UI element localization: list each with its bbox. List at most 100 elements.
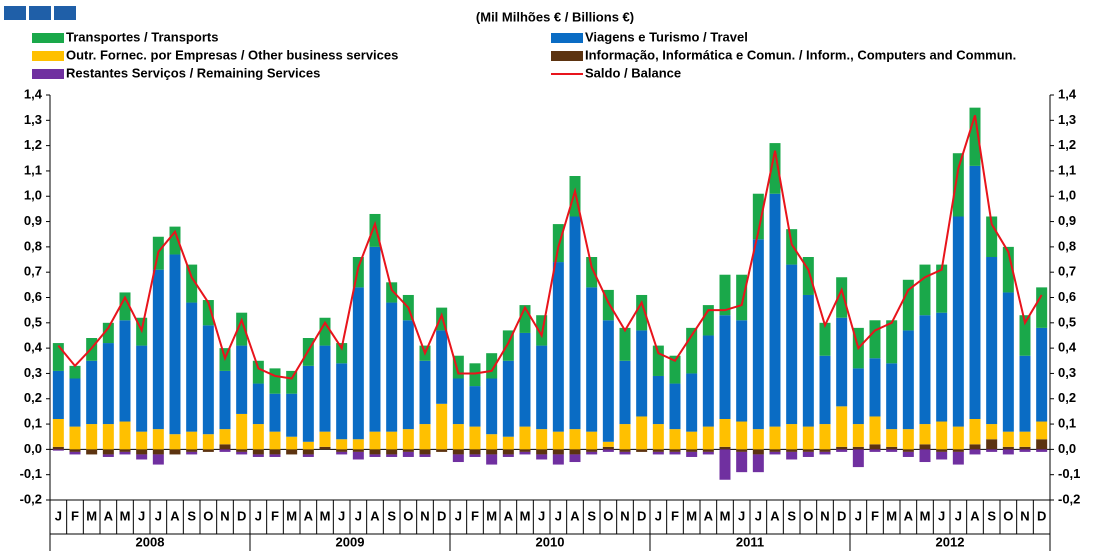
bar-segment: [702, 451, 714, 455]
bar-segment: [836, 317, 848, 407]
x-tick-label: O: [603, 508, 613, 523]
x-tick-label: J: [355, 508, 362, 523]
x-tick-label: J: [938, 508, 945, 523]
year-label: 2012: [936, 534, 965, 549]
bar-segment: [202, 449, 214, 452]
bar-segment: [836, 446, 848, 450]
bar-segment: [819, 449, 831, 452]
bar-segment: [502, 360, 514, 437]
bar-segment: [752, 454, 764, 473]
bar-segment: [769, 426, 781, 450]
bar-segment: [736, 451, 748, 473]
bar-segment: [969, 444, 981, 450]
bar-segment: [969, 419, 981, 445]
bar-segment: [602, 289, 614, 321]
y-tick-label: 1,0: [24, 188, 42, 203]
bar-segment: [902, 279, 914, 331]
bar-segment: [552, 454, 564, 465]
bar-segment: [52, 419, 64, 447]
bar-segment: [202, 325, 214, 435]
bar-segment: [169, 254, 181, 435]
y2-tick-label: 0,1: [1058, 416, 1076, 431]
x-tick-label: M: [320, 508, 331, 523]
x-tick-label: M: [486, 508, 497, 523]
bar-segment: [119, 421, 131, 450]
bar-segment: [819, 322, 831, 356]
bar-segment: [786, 264, 798, 425]
bar-segment: [686, 451, 698, 457]
bar-segment: [136, 345, 148, 432]
x-tick-label: D: [637, 508, 646, 523]
x-tick-label: J: [255, 508, 262, 523]
bar-segment: [569, 216, 581, 430]
bar-segment: [552, 431, 564, 450]
bar-segment: [336, 439, 348, 450]
bar-segment: [1002, 446, 1014, 450]
x-tick-label: S: [587, 508, 596, 523]
balance-line: [57, 114, 1043, 380]
bar-segment: [752, 193, 764, 240]
bar-segment: [652, 424, 664, 450]
bar-segment: [952, 451, 964, 465]
y-tick-label: 0,4: [24, 340, 43, 355]
bar-segment: [619, 327, 631, 361]
bar-segment: [286, 370, 298, 394]
bar-segment: [202, 434, 214, 450]
y-tick-label: 0,8: [24, 238, 42, 253]
bar-segment: [452, 454, 464, 463]
bar-segment: [936, 264, 948, 313]
bar-segment: [252, 360, 264, 384]
bar-segment: [336, 449, 348, 452]
bar-segment: [586, 449, 598, 452]
x-tick-label: A: [304, 508, 314, 523]
bar-segment: [336, 363, 348, 440]
y2-tick-label: 0,3: [1058, 365, 1076, 380]
bar-segment: [886, 363, 898, 430]
bar-segment: [369, 213, 381, 247]
bar-segment: [452, 449, 464, 455]
bar-segment: [186, 302, 198, 432]
bar-segment: [936, 451, 948, 460]
bar-segment: [269, 449, 281, 455]
x-tick-label: A: [704, 508, 714, 523]
bar-segment: [502, 330, 514, 361]
bar-segment: [702, 426, 714, 450]
bar-segment: [336, 451, 348, 455]
bar-segment: [802, 294, 814, 427]
bar-segment: [986, 449, 998, 452]
bar-segment: [752, 239, 764, 430]
bar-segment: [952, 449, 964, 452]
bar-segment: [602, 320, 614, 442]
x-tick-label: D: [437, 508, 446, 523]
bar-segment: [69, 451, 81, 455]
bar-segment: [619, 360, 631, 425]
bar-segment: [869, 358, 881, 417]
logo-block: [54, 6, 76, 20]
bar-segment: [952, 216, 964, 427]
x-tick-label: M: [686, 508, 697, 523]
y2-tick-label: -0,1: [1058, 466, 1080, 481]
x-tick-label: M: [86, 508, 97, 523]
bar-segment: [319, 431, 331, 447]
bar-segment: [452, 424, 464, 450]
bar-segment: [619, 424, 631, 450]
x-tick-label: N: [1020, 508, 1029, 523]
legend-swatch: [551, 33, 583, 43]
bar-segment: [319, 345, 331, 432]
bar-segment: [219, 370, 231, 430]
bar-segment: [352, 439, 364, 450]
y-tick-label: 0,9: [24, 213, 42, 228]
bar-segment: [969, 107, 981, 166]
bar-segment: [702, 305, 714, 336]
bar-segment: [886, 429, 898, 447]
bar-segment: [569, 429, 581, 450]
bar-segment: [302, 365, 314, 442]
bar-segment: [536, 429, 548, 450]
bar-segment: [819, 355, 831, 425]
x-tick-label: A: [504, 508, 514, 523]
bar-segment: [119, 292, 131, 321]
x-tick-label: J: [455, 508, 462, 523]
bar-segment: [119, 451, 131, 455]
bar-segment: [686, 327, 698, 374]
